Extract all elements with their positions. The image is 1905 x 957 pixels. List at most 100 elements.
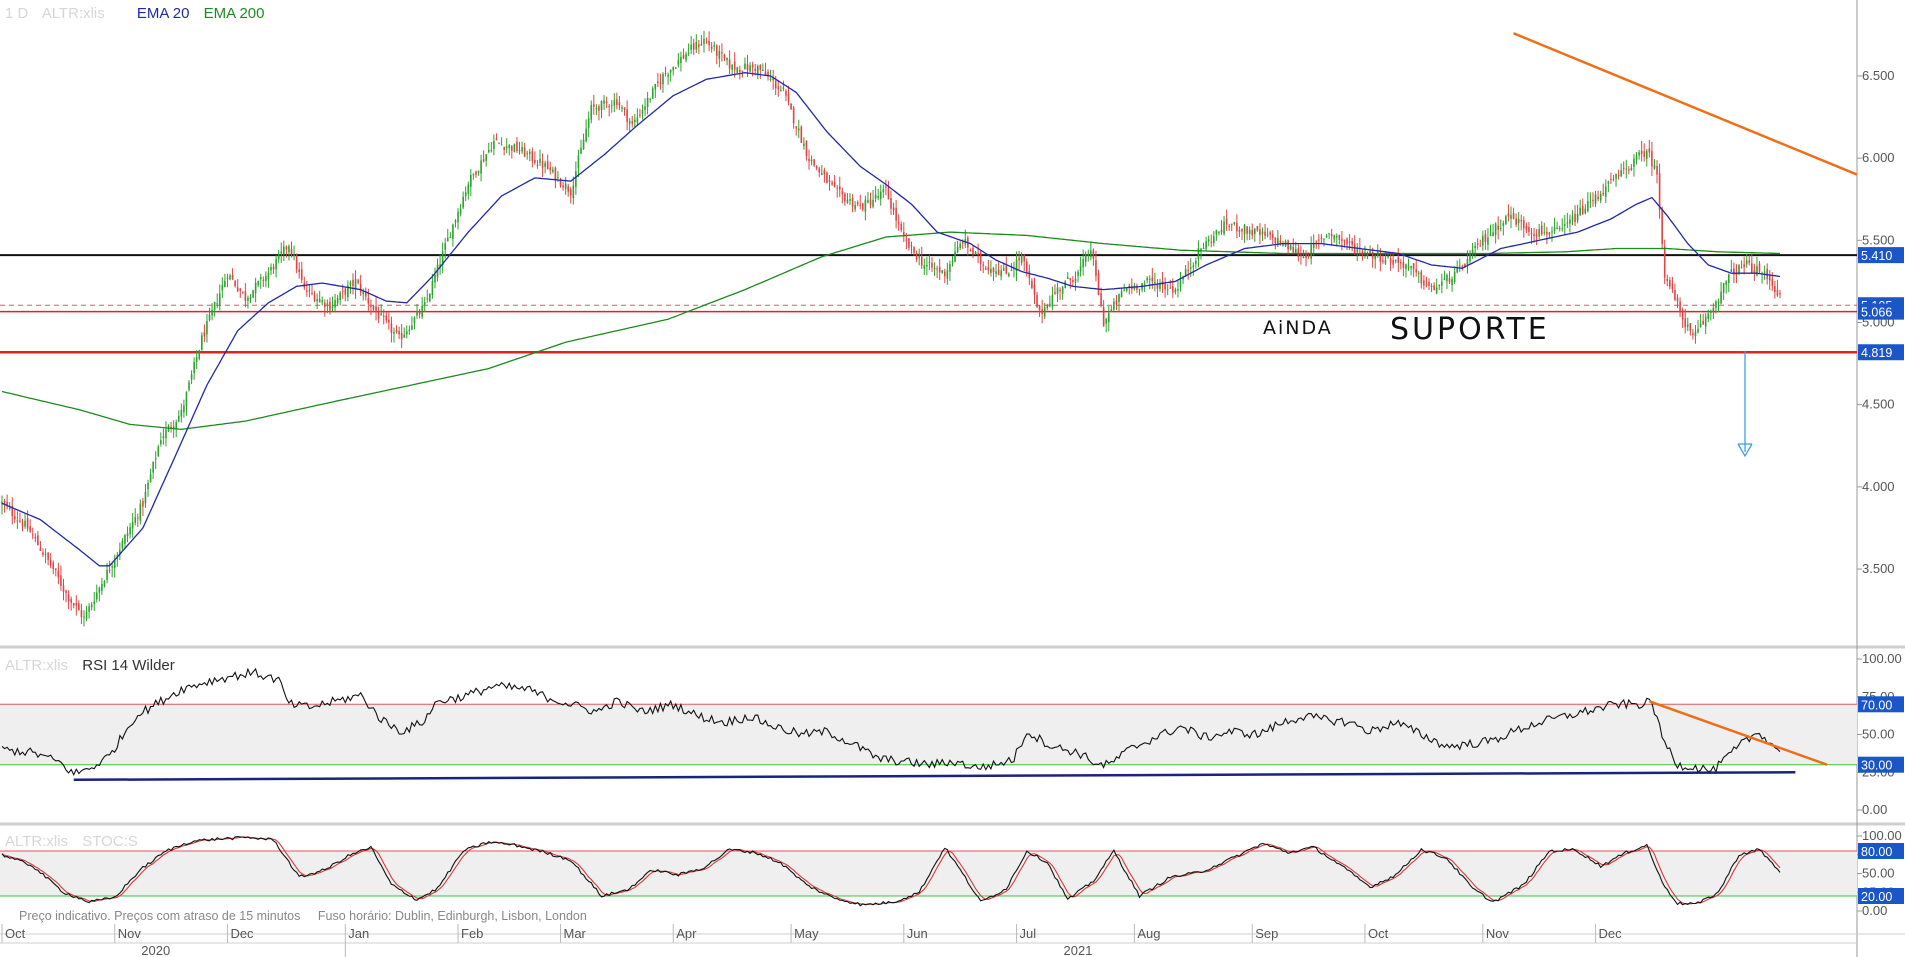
candle	[672, 66, 675, 76]
candle	[1446, 273, 1448, 289]
candle-body	[523, 147, 526, 157]
candle	[1574, 205, 1576, 227]
candle-body	[933, 267, 936, 270]
candle	[821, 164, 823, 176]
candle	[55, 568, 57, 577]
candle	[280, 242, 283, 263]
candle	[247, 295, 249, 309]
candle-body	[1512, 213, 1515, 219]
candle-body	[395, 330, 398, 333]
ema20-legend: EMA 20	[137, 5, 190, 22]
candle	[1046, 303, 1049, 311]
candle	[411, 316, 413, 331]
candle-body	[1177, 289, 1179, 291]
candle-body	[780, 90, 782, 92]
candle	[1138, 288, 1141, 296]
candle-body	[1138, 288, 1141, 290]
candle-body	[298, 269, 300, 273]
candle	[585, 119, 587, 143]
candle-body	[815, 166, 818, 169]
candle-body	[1341, 238, 1343, 242]
candle	[121, 538, 124, 550]
candle-body	[1107, 313, 1110, 323]
candle	[859, 194, 862, 210]
candle-body	[1558, 228, 1561, 230]
candle-body	[954, 251, 956, 263]
candle-body	[239, 288, 242, 291]
candle-body	[477, 170, 480, 173]
candle-body	[1689, 323, 1692, 331]
candle-body	[810, 159, 813, 162]
candle-body	[590, 104, 593, 120]
candle-body	[311, 292, 313, 294]
candle-body	[1563, 224, 1566, 226]
candle-body	[198, 350, 201, 359]
ema200-line	[1, 231, 1781, 430]
candle-body	[1230, 223, 1233, 225]
candle	[680, 51, 682, 72]
candle	[1707, 309, 1710, 323]
candle	[218, 284, 221, 311]
candle-body	[154, 458, 157, 460]
candle-body	[1310, 244, 1312, 259]
candle-body	[672, 66, 675, 71]
candle-body	[628, 121, 631, 124]
candle	[582, 133, 585, 150]
candle-body	[1756, 266, 1758, 276]
candle-body	[539, 158, 541, 163]
candle	[987, 259, 990, 275]
candle	[1448, 271, 1451, 284]
candle-body	[1389, 258, 1392, 263]
candle	[833, 174, 836, 188]
candle	[1499, 219, 1502, 232]
candle-body	[393, 331, 395, 334]
candle	[690, 35, 692, 55]
candle	[910, 241, 913, 254]
candle-body	[1548, 232, 1551, 235]
candle-body	[221, 285, 224, 291]
candle	[1551, 226, 1553, 242]
candle-body	[1530, 232, 1533, 235]
candle	[728, 50, 731, 74]
candle-body	[1338, 234, 1341, 240]
candle-body	[1202, 248, 1205, 250]
candle-body	[1663, 246, 1666, 278]
candle	[1638, 149, 1640, 160]
candle-body	[1061, 287, 1064, 294]
candle-body	[503, 147, 505, 150]
candle-body	[1387, 255, 1389, 258]
candle-body	[1400, 262, 1402, 264]
candle-body	[1735, 273, 1738, 276]
candle-body	[1020, 255, 1023, 263]
candle-body	[1333, 235, 1336, 240]
x-axis: Oct Nov Dec Jan Feb Mar Apr May Jun Jul Aug Sep Oct N…	[1, 924, 1622, 957]
candle-body	[295, 255, 298, 270]
candle-body	[1197, 247, 1200, 260]
candle-body	[1469, 254, 1471, 262]
candle	[198, 349, 201, 361]
candle	[47, 552, 49, 566]
candle	[1136, 283, 1138, 294]
candle	[726, 57, 728, 66]
candle	[552, 166, 554, 174]
candle-body	[367, 298, 370, 304]
month-label: Sep	[1255, 926, 1278, 941]
candle	[334, 293, 336, 313]
price-tick-label: 4.000	[1862, 479, 1895, 494]
candle-body	[344, 288, 347, 295]
candle	[213, 301, 216, 317]
candle	[229, 273, 231, 281]
candle-body	[152, 461, 154, 473]
candle-body	[713, 45, 716, 47]
candle-body	[1774, 285, 1776, 293]
candle	[979, 251, 982, 271]
candle-body	[139, 503, 142, 521]
candle-body	[1374, 255, 1377, 260]
candle	[1018, 250, 1020, 270]
candle-body	[603, 100, 605, 104]
candle	[928, 255, 931, 270]
candle-body	[1476, 243, 1479, 245]
candle	[272, 263, 275, 274]
candle-body	[372, 305, 375, 310]
candle	[1607, 180, 1610, 193]
